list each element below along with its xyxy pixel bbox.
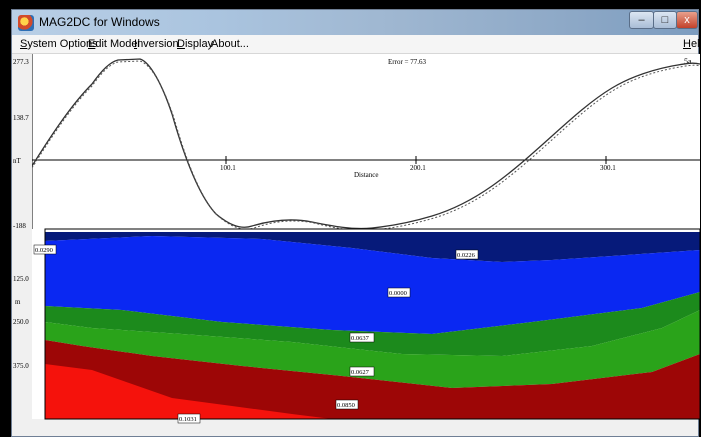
green-layer-upper (45, 292, 700, 356)
body-label: 0.0226 (457, 252, 476, 259)
app-window: MAG2DC for Windows – □ x System Options … (11, 9, 701, 437)
body-label: 0.0627 (351, 369, 370, 376)
label-box (349, 366, 375, 377)
model-y-tick: 375.0 (13, 362, 29, 370)
close-button[interactable]: x (676, 11, 698, 29)
window-title: MAG2DC for Windows (39, 15, 160, 29)
menu-system-options[interactable]: System Options (20, 38, 98, 50)
dark-blue-layer (45, 232, 700, 262)
body-label: 0.1031 (179, 416, 197, 423)
profile-y-tick-bottom: -188 (13, 222, 26, 230)
minimize-button[interactable]: – (629, 11, 654, 29)
menu-bar: System Options Edit Model Inversion Disp… (12, 35, 701, 54)
calculated-curve (31, 60, 701, 231)
body-label: 0.0850 (337, 402, 355, 409)
x-axis-label: Distance (354, 171, 379, 179)
profile-panel (32, 54, 700, 229)
error-label: Error = 77.63 (388, 58, 426, 66)
maximize-button[interactable]: □ (653, 11, 677, 29)
dark-red-layer (45, 340, 700, 419)
label-box (335, 399, 359, 410)
body-label: 0.0637 (351, 335, 370, 342)
label-box (455, 249, 479, 260)
title-bar[interactable]: MAG2DC for Windows – □ x (12, 10, 698, 35)
label-box (177, 413, 201, 424)
profile-y-tick-top: 277.3 (13, 58, 29, 66)
menu-edit-model[interactable]: Edit Model (88, 38, 140, 50)
x-tick-label: 200.1 (410, 164, 426, 172)
profile-y-tick-mid: 138.7 (13, 114, 29, 122)
menu-display[interactable]: Display (177, 38, 214, 50)
status-bar (12, 428, 698, 436)
body-label: 0.0000 (389, 290, 407, 297)
x-tick-label: 100.1 (220, 164, 236, 172)
label-box (387, 287, 411, 298)
label-box (33, 244, 57, 255)
label-box (349, 332, 375, 343)
model-y-unit: m (15, 298, 21, 306)
menu-about[interactable]: About... (211, 38, 249, 50)
profile-y-unit: nT (13, 157, 21, 165)
app-icon (18, 15, 34, 31)
model-y-tick: 250.0 (13, 318, 29, 326)
menu-help[interactable]: Help (683, 38, 701, 50)
x-tick-label: 300.1 (600, 164, 616, 172)
menu-inversion[interactable]: Inversion (134, 38, 179, 50)
model-y-tick: 125.0 (13, 275, 29, 283)
observed-curve (31, 58, 701, 230)
corner-label: 5a (684, 57, 692, 66)
plot-canvas: 100.1 200.1 300.1 Distance Error = 77.63… (31, 54, 701, 424)
red-layer (45, 364, 332, 419)
green-layer-lower (45, 310, 700, 388)
blue-layer (45, 236, 700, 334)
body-label: 0.0290 (35, 247, 53, 254)
plot-area[interactable]: 100.1 200.1 300.1 Distance Error = 77.63… (13, 54, 701, 428)
